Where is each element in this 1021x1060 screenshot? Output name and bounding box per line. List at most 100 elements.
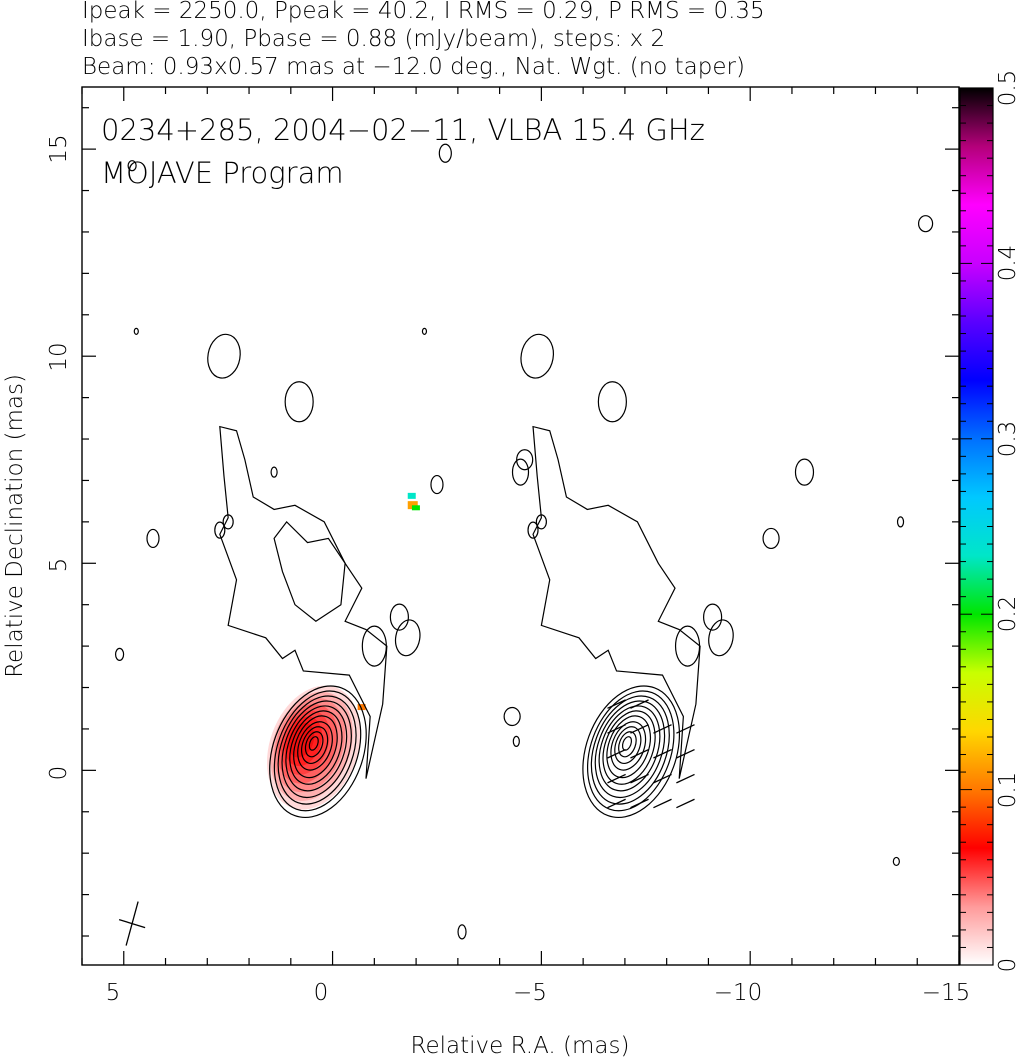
evpa-tick	[653, 748, 672, 759]
core-contour	[281, 700, 352, 799]
noise-contour	[430, 474, 444, 495]
evpa-tick	[630, 773, 649, 784]
core-contour	[277, 695, 357, 805]
evpa-tick	[607, 773, 626, 784]
noise-contour	[127, 160, 137, 172]
y-tick-label: 5	[46, 558, 72, 573]
header-line-1: Ipeak = 2250.0, Ppeak = 40.2, I RMS = 0.…	[82, 0, 765, 24]
plot-frame	[81, 86, 960, 966]
colorbar-tick-label: 0.5	[995, 70, 1021, 107]
noise-contour	[146, 528, 160, 549]
polarization-pixel	[407, 492, 416, 499]
island-contour	[535, 514, 547, 530]
island-contour	[674, 625, 701, 667]
core-contour	[582, 685, 681, 819]
x-axis-label: Relative R.A. (mas)	[411, 1033, 630, 1059]
evpa-tick	[630, 798, 649, 809]
beam-marker	[118, 901, 146, 946]
island-contour	[389, 603, 409, 631]
noise-contour	[438, 143, 452, 163]
core-contour	[586, 690, 675, 812]
axis-ticks	[81, 87, 960, 965]
noise-contour	[114, 647, 125, 661]
total-intensity-contours	[114, 143, 934, 940]
evpa-tick	[653, 773, 672, 784]
polarization-pixel	[407, 501, 418, 510]
island-contour	[222, 514, 234, 530]
noise-contour	[421, 327, 428, 335]
noise-contour	[512, 735, 520, 747]
core-contour	[293, 715, 338, 779]
noise-contour	[892, 856, 900, 867]
core-contour	[308, 736, 319, 751]
evpa-tick	[630, 699, 649, 709]
noise-contour	[794, 458, 815, 486]
noise-contour	[270, 466, 278, 478]
colorbar-tick-label: 0.1	[995, 772, 1021, 809]
core-contour	[606, 715, 652, 779]
y-tick-label: 10	[46, 342, 72, 371]
core-contour	[614, 726, 642, 765]
evpa-tick	[676, 773, 695, 784]
noise-contour	[762, 527, 780, 550]
evpa-tick	[630, 724, 649, 734]
x-tick-label: −15	[922, 980, 971, 1006]
island-contour	[703, 603, 723, 631]
jet-contour	[219, 425, 388, 779]
island-contour	[708, 619, 734, 657]
evpa-tick	[653, 724, 672, 734]
program-annotation: MOJAVE Program	[101, 156, 344, 190]
x-tick-label: −10	[714, 980, 763, 1006]
colorbar-tick-label: 0	[995, 958, 1021, 973]
evpa-tick	[607, 798, 626, 809]
noise-contour	[896, 516, 905, 528]
header-line-2: Ibase = 1.90, Pbase = 0.88 (mJy/beam), s…	[82, 26, 665, 52]
evpa-tick	[607, 748, 626, 759]
y-axis-label: Relative Declination (mas)	[2, 374, 28, 678]
jet-contour	[532, 425, 701, 779]
noise-contour	[457, 924, 467, 940]
island-contour	[207, 333, 241, 379]
y-tick-label: 15	[46, 134, 72, 163]
core-contour	[590, 695, 670, 805]
island-contour	[214, 521, 226, 539]
colorbar-tick-label: 0.4	[995, 245, 1021, 282]
evpa-tick	[630, 748, 649, 759]
core-contour	[594, 700, 666, 799]
noise-contour	[511, 458, 530, 486]
y-tick-label: 0	[46, 766, 72, 781]
colorbar-ticks	[960, 87, 993, 966]
island-contour	[527, 521, 539, 539]
island-contour	[520, 333, 555, 379]
core-contour	[300, 726, 329, 765]
core-contour	[269, 685, 367, 819]
colorbar-tick-label: 0.3	[995, 421, 1021, 458]
island-contour	[361, 625, 387, 667]
island-contour	[394, 619, 421, 657]
x-tick-label: 5	[106, 980, 121, 1006]
evpa-tick	[653, 798, 672, 809]
island-contour	[284, 381, 314, 423]
evpa-ticks	[607, 699, 695, 809]
core-contour	[621, 736, 633, 751]
evpa-tick	[676, 724, 695, 734]
island-contour	[597, 381, 627, 423]
core-contour	[297, 721, 333, 771]
noise-contour	[503, 706, 521, 727]
core-contour	[610, 721, 647, 771]
evpa-tick	[607, 724, 626, 734]
polarization-pixel	[411, 505, 420, 511]
core-contour	[289, 710, 343, 785]
core-contour	[602, 710, 656, 785]
colorbar-tick-label: 0.2	[995, 596, 1021, 633]
evpa-tick	[676, 798, 695, 809]
noise-contour	[133, 327, 139, 335]
beam-minor-axis	[118, 918, 146, 929]
core-contour	[598, 705, 661, 792]
core-contour	[285, 705, 348, 792]
noise-contour	[516, 449, 534, 471]
core-contour	[273, 690, 362, 812]
x-tick-label: 0	[314, 980, 329, 1006]
noise-contour	[917, 215, 934, 233]
